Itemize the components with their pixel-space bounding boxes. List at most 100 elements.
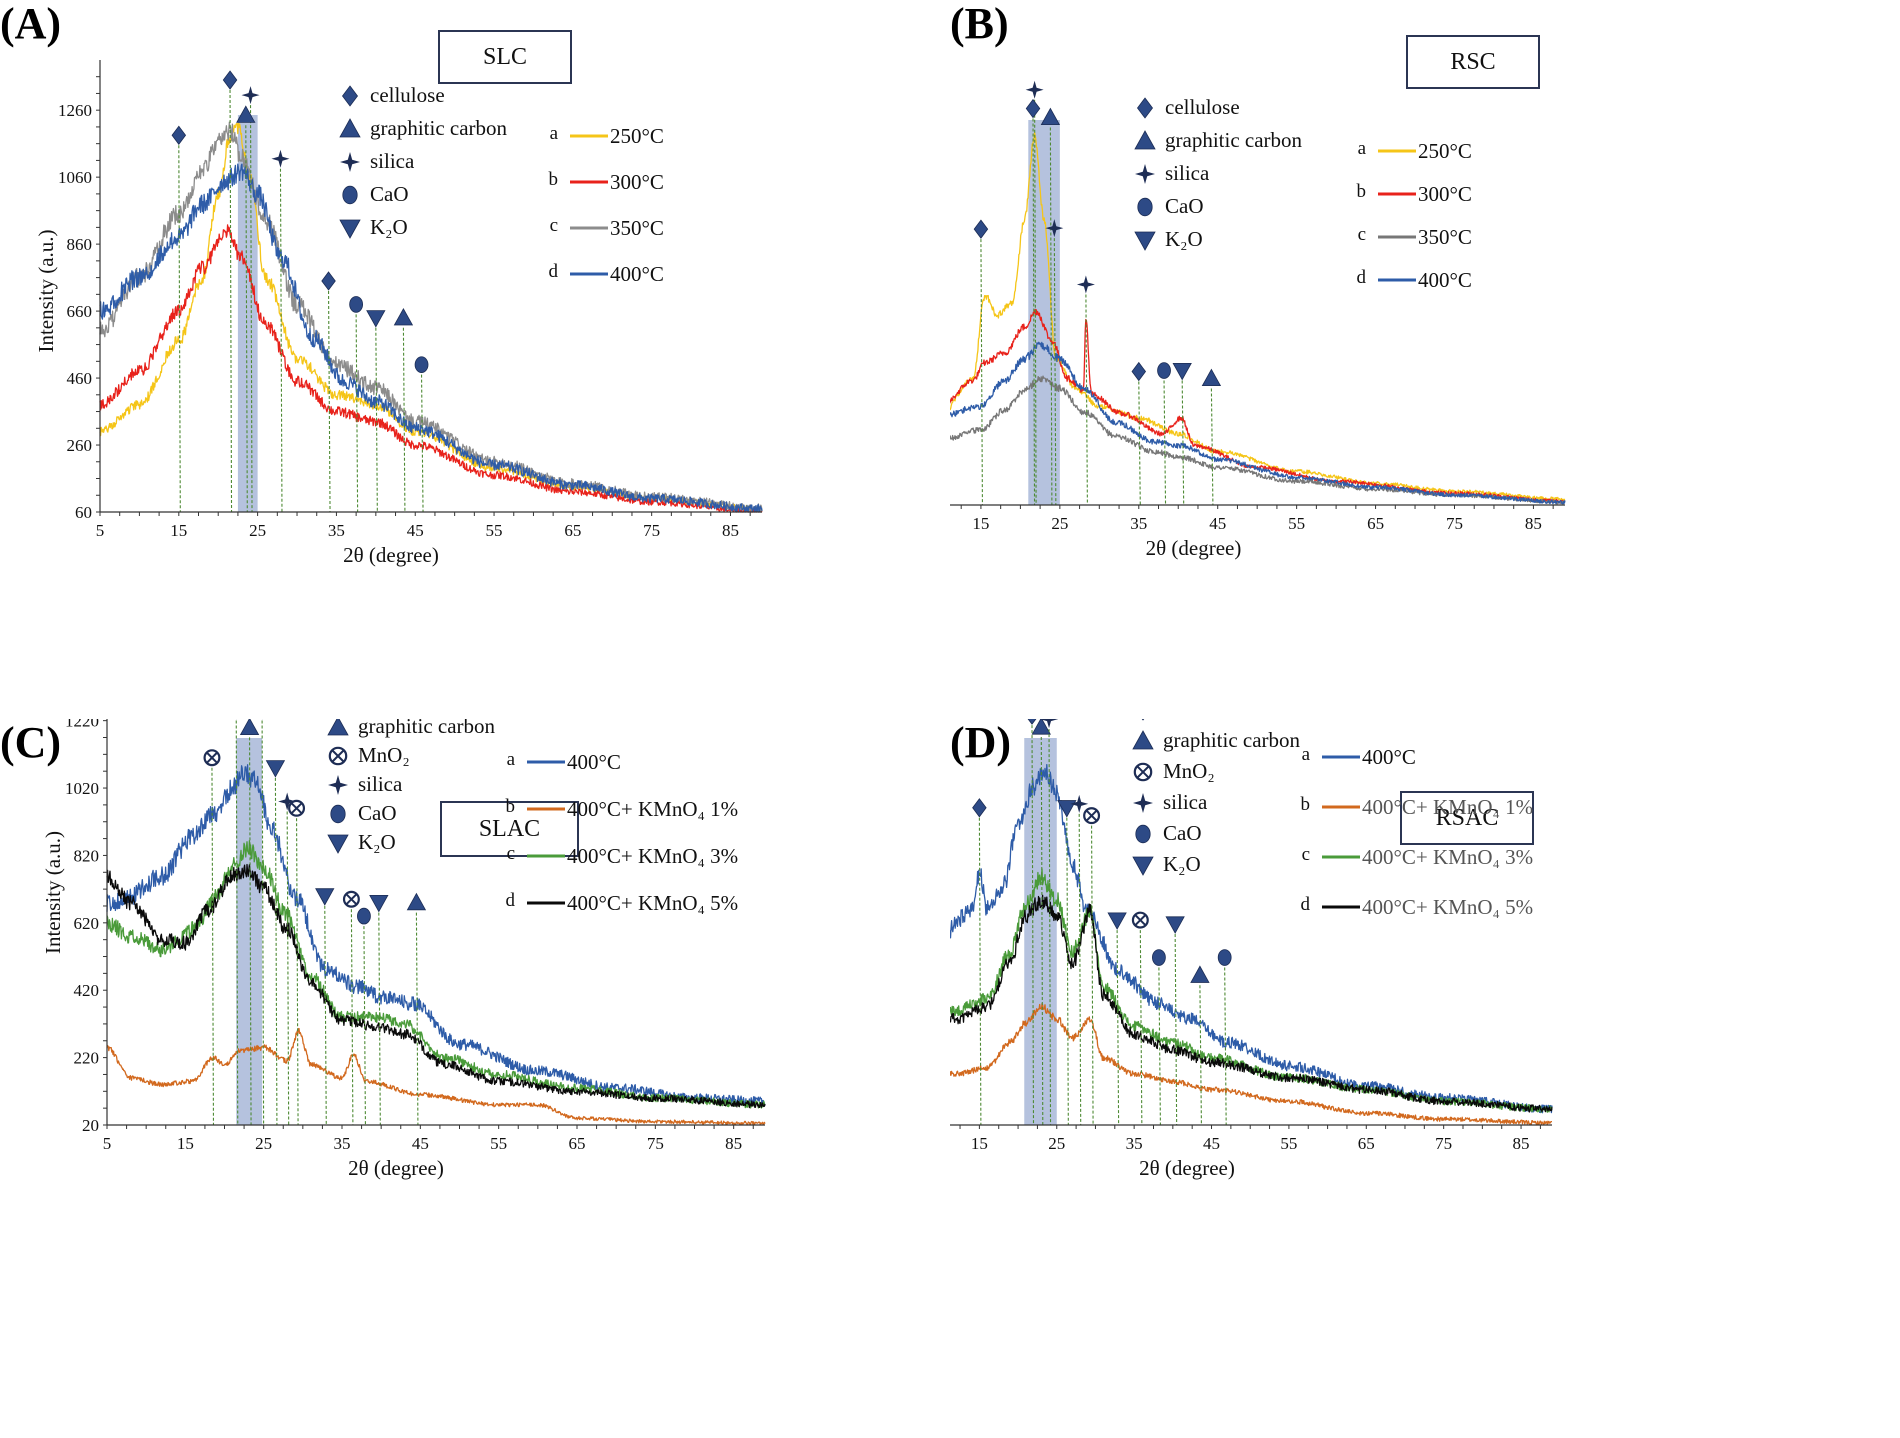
x-tick-label: 55 — [486, 521, 503, 540]
peak-marker-triangle-icon — [1201, 368, 1222, 387]
legend-circle-icon — [1137, 197, 1153, 217]
legend-star-icon — [1133, 793, 1153, 813]
peak-marker-invtriangle-icon — [265, 760, 286, 778]
legend-series-key: d — [506, 890, 516, 911]
series-line-d — [106, 863, 766, 1109]
legend-series-label: 400°C+ KMnO₄ 1% — [567, 797, 738, 821]
peak-guide-line — [324, 905, 327, 1126]
sample-name-box: RSC — [1406, 35, 1540, 89]
x-tick-label: 25 — [255, 1134, 272, 1153]
peak-marker-star-icon — [261, 719, 263, 720]
peak-marker-circle-icon — [349, 296, 364, 313]
legend-cross-icon — [1133, 762, 1153, 782]
series-line-b — [99, 224, 763, 513]
peak-guide-line — [1181, 380, 1185, 506]
legend-symbol-label: K₂O — [358, 830, 396, 854]
legend-series-label: 400°C — [610, 262, 664, 286]
highlight-band — [1024, 738, 1057, 1125]
peak-guide-line — [1091, 825, 1094, 1126]
peak-marker-diamond-icon — [1027, 719, 1037, 725]
peak-marker-invtriangle-icon — [1107, 912, 1127, 930]
x-tick-label: 55 — [1280, 1134, 1297, 1153]
y-tick-label: 260 — [67, 436, 93, 455]
peak-guide-line — [279, 168, 283, 513]
peak-guide-line — [378, 912, 381, 1126]
legend-symbol-label: graphitic carbon — [1165, 128, 1303, 152]
x-tick-label: 65 — [1367, 514, 1384, 533]
y-tick-label: 1260 — [58, 101, 92, 120]
y-tick-label: 1060 — [58, 168, 92, 187]
y-tick-label: 20 — [82, 1116, 99, 1135]
legend-triangle-icon — [327, 719, 349, 736]
legend-symbol-label: cellulose — [370, 83, 445, 107]
legend-series-label: 400°C — [1362, 745, 1416, 769]
xrd-chart: 60 260 460 660 860 1060 1260 5 15 25 35 45 55 65 75 85 2… — [34, 60, 763, 567]
peak-guide-line — [363, 926, 366, 1126]
series-line-d — [99, 163, 763, 513]
peak-marker-triangle-icon — [236, 105, 256, 123]
highlight-band — [236, 738, 263, 1125]
peak-marker-invtriangle-icon — [1165, 916, 1185, 934]
peak-guide-line — [1078, 813, 1082, 1126]
series-line-a — [106, 764, 766, 1106]
peak-guide-line — [980, 239, 983, 506]
series-line-c — [106, 840, 766, 1109]
chart-panel-b: (B) RSC 60560106015602060515253545556575… — [950, 0, 1900, 719]
legend-series-label: 400°C — [567, 750, 621, 774]
y-axis-title: Intensity (a.u.) — [41, 831, 65, 954]
legend-triangle-icon — [1134, 130, 1156, 150]
peak-guide-line — [1032, 118, 1036, 506]
peak-marker-diamond-icon — [973, 219, 989, 239]
legend-series-key: a — [550, 123, 559, 144]
peak-guide-line — [1138, 381, 1141, 506]
legend-symbol-label: K₂O — [1165, 227, 1203, 251]
x-tick-label: 35 — [1130, 514, 1147, 533]
peak-guide-line — [235, 720, 239, 1126]
x-tick-label: 35 — [328, 521, 345, 540]
x-tick-label: 25 — [1048, 1134, 1065, 1153]
peak-guide-line — [245, 125, 248, 513]
peak-guide-line — [261, 720, 265, 1126]
peak-guide-line — [178, 145, 181, 513]
series-line-b — [106, 1027, 766, 1126]
peak-guide-line — [274, 777, 278, 1126]
legend-circle-icon — [330, 804, 346, 824]
peak-marker-triangle-icon — [1190, 965, 1210, 983]
legend-star-icon — [340, 152, 360, 172]
peak-guide-line — [211, 767, 215, 1126]
peak-guide-line — [375, 327, 378, 513]
series-line-b — [950, 1003, 1553, 1126]
legend-symbol-label: graphitic carbon — [1163, 728, 1301, 752]
peak-marker-triangle-icon — [1040, 107, 1061, 126]
chart-panel-d: (D) RSAC 2022042062082010205152535455565… — [950, 718, 1900, 1438]
highlight-band — [237, 115, 258, 512]
x-tick-label: 55 — [1288, 514, 1305, 533]
peak-marker-invtriangle-icon — [1172, 362, 1192, 381]
legend-series-key: d — [1301, 894, 1311, 915]
peak-guide-line — [1158, 967, 1161, 1126]
legend-series-key: c — [507, 843, 515, 864]
legend-series-label: 400°C+ KMnO₄ 5% — [1362, 895, 1533, 919]
panel-label: (D) — [950, 718, 1012, 767]
legend-symbol-label: K₂O — [370, 215, 408, 239]
chart-panel-c: (C) SLAC 20 220 420 620 820 1020 1220 5 15 25 35 45… — [0, 718, 950, 1438]
legend-series-label: 300°C — [610, 170, 664, 194]
peak-marker-diamond-icon — [321, 271, 336, 291]
peak-marker-circle-icon — [1157, 362, 1171, 379]
legend-symbol-label: K₂O — [1163, 852, 1201, 876]
peak-marker-star-icon — [1070, 794, 1089, 813]
peak-guide-line — [1053, 238, 1057, 506]
x-tick-label: 85 — [725, 1134, 742, 1153]
y-axis-title: Intensity (a.u.) — [34, 229, 58, 352]
peak-guide-line — [1031, 725, 1035, 1126]
chart-panel-a: (A) SLC 60 260 460 660 860 1060 1260 5 15 25 35 45 5… — [0, 0, 950, 719]
legend-series-label: 400°C+ KMnO₄ 3% — [567, 844, 738, 868]
legend-circle-icon — [1135, 824, 1151, 844]
x-tick-label: 45 — [407, 521, 424, 540]
x-tick-label: 15 — [972, 514, 989, 533]
series-line-a — [950, 131, 1566, 502]
x-tick-label: 45 — [1203, 1134, 1220, 1153]
peak-guide-line — [1066, 817, 1069, 1126]
legend-diamond-icon — [342, 85, 358, 107]
legend-symbol-label: cellulose — [1163, 719, 1238, 721]
